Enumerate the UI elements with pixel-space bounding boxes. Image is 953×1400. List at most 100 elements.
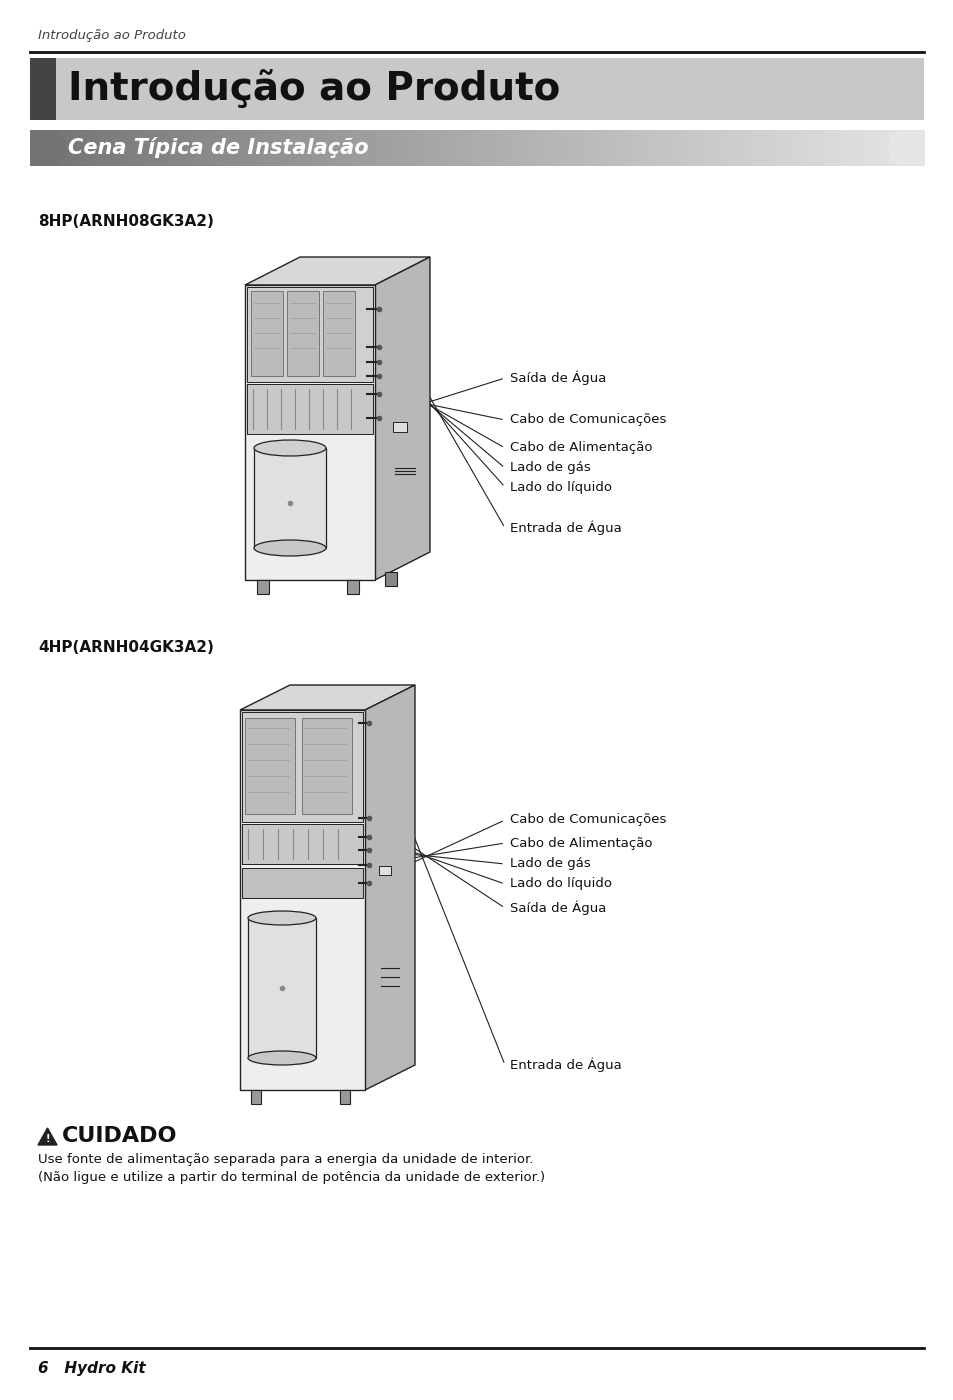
Bar	[217, 130, 223, 167]
Bar	[209, 130, 214, 167]
Bar	[74, 130, 80, 167]
Text: Cabo de Comunicações: Cabo de Comunicações	[510, 813, 666, 826]
Bar	[151, 130, 156, 167]
Bar	[66, 130, 71, 167]
Bar	[385, 571, 397, 585]
Bar	[682, 130, 687, 167]
Bar	[240, 710, 365, 1091]
Bar	[119, 130, 125, 167]
Bar	[271, 130, 276, 167]
Bar	[583, 130, 589, 167]
Bar	[579, 130, 585, 167]
Bar	[829, 130, 835, 167]
Bar	[383, 130, 388, 167]
Bar	[251, 1091, 261, 1105]
Bar	[347, 130, 353, 167]
Bar	[339, 1091, 350, 1105]
Bar	[30, 57, 923, 120]
Bar	[191, 130, 196, 167]
Bar	[458, 130, 464, 167]
Bar	[802, 130, 808, 167]
Bar	[245, 718, 294, 813]
Bar	[865, 130, 870, 167]
Text: Introdução ao Produto: Introdução ao Produto	[68, 70, 559, 108]
Bar	[247, 287, 373, 382]
Bar	[709, 130, 714, 167]
Bar	[396, 130, 401, 167]
Bar	[245, 286, 375, 580]
Bar	[553, 130, 558, 167]
Text: (Não ligue e utilize a partir do terminal de potência da unidade de exterior.): (Não ligue e utilize a partir do termina…	[38, 1172, 544, 1184]
Bar	[378, 130, 384, 167]
Bar	[847, 130, 853, 167]
Bar	[638, 130, 642, 167]
Bar	[137, 130, 143, 167]
Bar	[784, 130, 790, 167]
Bar	[256, 580, 269, 594]
Bar	[754, 130, 759, 167]
Bar	[535, 130, 540, 167]
Bar	[315, 130, 321, 167]
Bar	[455, 130, 459, 167]
Bar	[561, 130, 567, 167]
Text: 4HP(ARNH04GK3A2): 4HP(ARNH04GK3A2)	[38, 641, 213, 655]
Bar	[704, 130, 710, 167]
Bar	[355, 130, 361, 167]
Bar	[856, 130, 862, 167]
Text: Entrada de Água: Entrada de Água	[510, 1058, 621, 1072]
Bar	[852, 130, 857, 167]
Bar	[400, 130, 406, 167]
Bar	[195, 130, 201, 167]
Bar	[485, 130, 491, 167]
Bar	[700, 130, 705, 167]
Bar	[606, 130, 612, 167]
Bar	[320, 130, 326, 167]
Bar	[726, 130, 732, 167]
Bar	[543, 130, 549, 167]
Bar	[142, 130, 147, 167]
Bar	[722, 130, 727, 167]
Bar	[164, 130, 170, 167]
Bar	[182, 130, 187, 167]
Bar	[526, 130, 531, 167]
Text: Lado de gás: Lado de gás	[510, 462, 590, 475]
Bar	[628, 130, 634, 167]
Bar	[673, 130, 679, 167]
Bar	[240, 130, 245, 167]
Bar	[302, 130, 308, 167]
Bar	[696, 130, 700, 167]
Bar	[312, 130, 316, 167]
Bar	[816, 130, 821, 167]
Polygon shape	[38, 1128, 57, 1145]
Bar	[548, 130, 554, 167]
Bar	[691, 130, 697, 167]
Text: Entrada de Água: Entrada de Água	[510, 521, 621, 535]
Bar	[633, 130, 639, 167]
Bar	[781, 130, 785, 167]
Bar	[530, 130, 536, 167]
Bar	[821, 130, 826, 167]
Bar	[169, 130, 173, 167]
Bar	[231, 130, 236, 167]
Ellipse shape	[248, 1051, 315, 1065]
Bar	[678, 130, 683, 167]
Bar	[204, 130, 210, 167]
Bar	[244, 130, 250, 167]
Bar	[342, 130, 348, 167]
Bar	[84, 130, 89, 167]
Bar	[253, 130, 258, 167]
Bar	[392, 130, 397, 167]
Bar	[495, 130, 499, 167]
Text: Lado de gás: Lado de gás	[510, 857, 590, 871]
Text: Lado do líquido: Lado do líquido	[510, 480, 612, 494]
Bar	[39, 130, 45, 167]
Ellipse shape	[887, 130, 923, 167]
Bar	[879, 130, 883, 167]
Bar	[905, 130, 911, 167]
Bar	[414, 130, 419, 167]
Bar	[798, 130, 803, 167]
Bar	[374, 130, 379, 167]
Ellipse shape	[30, 130, 66, 167]
Text: !: !	[45, 1134, 50, 1144]
Text: Saída de Água: Saída de Água	[510, 900, 606, 916]
